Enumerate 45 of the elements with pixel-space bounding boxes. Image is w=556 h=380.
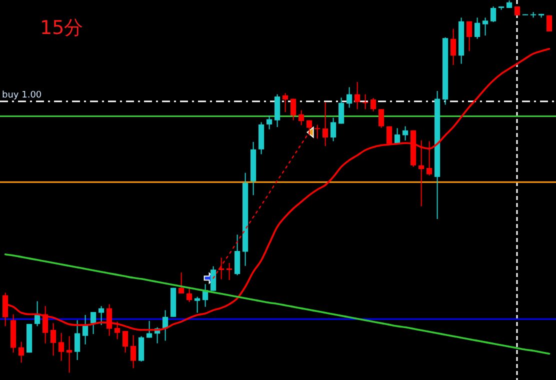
candlestick <box>98 306 104 326</box>
candlestick <box>298 110 304 126</box>
candlestick <box>58 332 64 362</box>
candlestick <box>290 98 296 121</box>
candlestick <box>378 108 384 128</box>
ref-line-label: buy 1.00 <box>2 90 42 100</box>
candlestick <box>466 20 472 52</box>
candlestick <box>370 98 376 112</box>
candlestick <box>346 86 352 108</box>
candlestick <box>426 140 432 176</box>
candlestick <box>402 126 408 141</box>
candlestick <box>234 234 240 276</box>
candlestick <box>474 17 480 40</box>
candlestick <box>226 262 232 281</box>
candlestick <box>330 117 336 142</box>
candlestick <box>194 296 200 314</box>
candlestick <box>266 115 272 130</box>
candlestick <box>130 334 136 369</box>
candlestick <box>34 300 40 327</box>
candlestick <box>66 336 72 374</box>
text: 15分 <box>40 17 84 39</box>
candlestick <box>138 336 144 362</box>
candlestick <box>146 320 152 338</box>
candlestick <box>450 28 456 66</box>
candlestick <box>82 314 88 345</box>
candlestick <box>386 126 392 145</box>
candlestick <box>282 92 288 113</box>
candlestick <box>482 17 488 36</box>
candlestick <box>122 330 128 354</box>
candlestick <box>74 320 80 361</box>
candlestick <box>546 14 552 32</box>
candlestick <box>50 322 56 356</box>
candlestick <box>322 102 328 147</box>
candlestick <box>418 140 424 207</box>
candlestick <box>210 266 216 292</box>
candlestick <box>18 341 24 364</box>
candlestick <box>90 312 96 334</box>
candlestick <box>338 97 344 124</box>
candlestick <box>354 82 360 110</box>
candlestick <box>314 124 320 140</box>
candlestick <box>490 6 496 23</box>
candlestick <box>274 94 280 128</box>
candlestick <box>186 286 192 302</box>
candlestick <box>362 94 368 110</box>
candlestick <box>178 272 184 294</box>
